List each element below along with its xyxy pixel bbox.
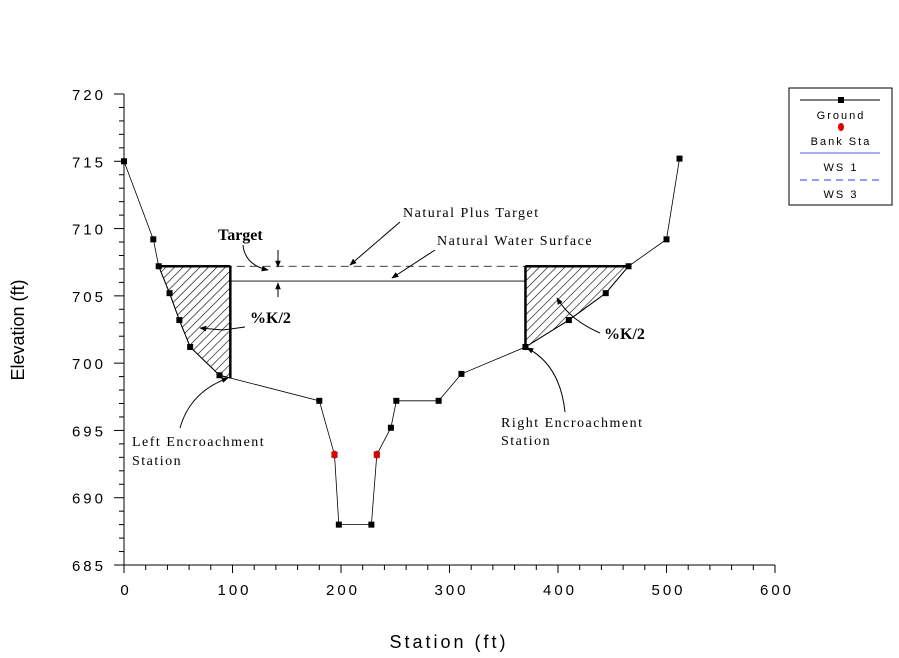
- ground-point: [187, 343, 194, 350]
- ground-line: [123, 158, 680, 526]
- y-tick-label: 690: [72, 491, 106, 508]
- legend-ws3: WS 3: [824, 189, 859, 201]
- ground-point: [522, 343, 529, 350]
- ground-point: [166, 290, 173, 297]
- x-tick-label: 600: [760, 582, 794, 599]
- y-tick-label: 705: [72, 289, 106, 306]
- legend: Ground Bank Sta WS 1 WS 3: [788, 87, 893, 206]
- ground-point: [368, 521, 375, 528]
- y-axis-label: Elevation (ft): [8, 279, 28, 380]
- y-tick-label: 700: [72, 356, 106, 373]
- x-tick-label: 100: [217, 582, 251, 599]
- annotation-k-left: %K/2: [250, 310, 291, 327]
- annotation-right-enc-1: Right Encroachment: [501, 416, 643, 431]
- x-tick-label: 0: [120, 582, 131, 599]
- ground-point: [602, 290, 609, 297]
- ground-point: [335, 521, 342, 528]
- annotation-left-enc-1: Left Encroachment: [132, 435, 265, 450]
- ground-point: [387, 424, 394, 431]
- ground-point: [176, 317, 183, 324]
- x-tick-label: 300: [434, 582, 468, 599]
- arrow-natural-plus-target: [349, 221, 401, 266]
- x-tick-label: 200: [326, 582, 360, 599]
- ground-point: [393, 397, 400, 404]
- legend-ground: Ground: [817, 110, 866, 122]
- ground-point: [150, 236, 157, 243]
- arrow-k-right: [556, 297, 601, 334]
- y-tick-label: 715: [72, 154, 106, 171]
- ground-point: [121, 158, 127, 165]
- legend-bank-marker: [838, 123, 844, 131]
- ground-point: [625, 263, 632, 270]
- ground-point: [663, 236, 670, 243]
- y-tick-label: 710: [72, 222, 106, 239]
- ground-point: [216, 372, 223, 379]
- ground-point: [565, 317, 572, 324]
- arrow-right-enc: [526, 347, 566, 413]
- arrow-target: [242, 244, 269, 272]
- arrow-natural-ws: [391, 249, 436, 279]
- annotation-k-right: %K/2: [604, 326, 645, 343]
- ground-point: [458, 370, 465, 377]
- arrow-left-enc: [179, 377, 229, 429]
- legend-ws1: WS 1: [824, 162, 859, 174]
- legend-bank-sta: Bank Sta: [811, 136, 872, 148]
- ground-point: [316, 397, 323, 404]
- annotation-right-enc-2: Station: [501, 434, 551, 449]
- y-tick-label: 720: [72, 87, 106, 104]
- y-tick-label: 695: [72, 423, 106, 440]
- x-tick-label: 400: [543, 582, 577, 599]
- ground-point: [155, 263, 162, 270]
- x-tick-label: 500: [651, 582, 685, 599]
- legend-ground-marker: [838, 97, 844, 103]
- annotation-target: Target: [218, 227, 263, 244]
- ground-point: [676, 155, 683, 162]
- bank-station-point: [373, 450, 380, 459]
- y-tick-label: 685: [72, 558, 106, 575]
- left-encroachment-area: [157, 265, 231, 379]
- ground-point: [435, 397, 442, 404]
- annotation-natural-water-surface: Natural Water Surface: [437, 234, 593, 249]
- x-axis-label: Station (ft): [389, 632, 508, 652]
- annotation-left-enc-2: Station: [132, 454, 182, 469]
- annotation-natural-plus-target: Natural Plus Target: [403, 206, 540, 221]
- arrow-k-left: [199, 325, 246, 332]
- bank-station-point: [331, 450, 338, 459]
